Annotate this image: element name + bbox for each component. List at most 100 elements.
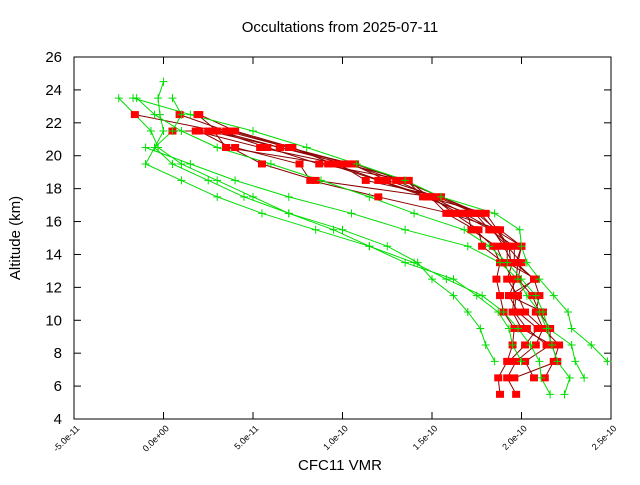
retrieval-point [329,160,338,168]
retrieval-point [275,144,284,151]
y-tick-label: 22 [45,115,62,132]
y-tick-label: 12 [45,279,62,296]
retrieval-point [449,209,458,217]
apriori-point [213,176,222,185]
apriori-point [186,159,195,168]
apriori-point [517,242,526,251]
retrieval-point [209,127,218,135]
apriori-point [603,357,612,366]
apriori-point [476,324,485,333]
retrieval-point [130,111,139,119]
apriori-point [159,127,168,136]
retrieval-point [496,226,505,234]
apriori-point [413,258,422,267]
apriori-point [587,340,596,349]
apriori-point [177,127,186,136]
apriori-point [365,192,374,201]
apriori-point [517,357,526,366]
retrieval-point [295,160,304,168]
apriori-point [302,143,311,152]
apriori-point [567,324,576,333]
apriori-point [410,209,419,218]
apriori-point [504,324,513,333]
retrieval-point [306,176,315,184]
retrieval-point [530,374,539,382]
apriori-point [213,192,222,201]
retrieval-point [555,341,564,349]
x-tick-label: 2.0e-10 [500,423,529,452]
retrieval-point [513,259,522,267]
apriori-point [186,110,195,119]
retrieval-point [481,209,490,217]
apriori-point [168,159,177,168]
retrieval-point [530,275,539,283]
x-tick-label: 1.0e-10 [321,423,350,452]
apriori-point [150,143,159,152]
apriori-point [284,209,293,218]
retrieval-point [315,160,324,168]
apriori-point [284,192,293,201]
retrieval-point [383,176,392,184]
retrieval-point [227,127,236,135]
apriori-point [549,291,558,300]
retrieval-point [496,292,505,300]
retrieval-profile-line [195,130,547,346]
apriori-point [580,373,589,382]
apriori-point [159,77,168,86]
apriori-point [571,357,580,366]
y-tick-label: 8 [54,345,62,362]
retrieval-point [467,226,476,234]
y-tick-label: 26 [45,49,62,66]
y-tick-label: 18 [45,181,62,198]
apriori-point [177,176,186,185]
retrieval-point [342,160,351,168]
apriori-point [565,373,574,382]
apriori-point [213,143,222,152]
y-axis-title: Altitude (km) [7,196,24,280]
apriori-point [266,159,275,168]
apriori-point [513,324,522,333]
apriori-point [442,275,451,284]
apriori-point [401,225,410,234]
retrieval-point [533,325,542,332]
retrieval-point [503,275,512,283]
retrieval-point [492,242,501,250]
apriori-point [401,176,410,185]
retrieval-point [334,160,343,168]
apriori-point [553,357,562,366]
retrieval-point [512,357,521,365]
apriori-point [490,357,499,366]
apriori-profile-line [136,97,585,379]
chart-title: Occultations from 2025-07-11 [242,19,439,36]
retrieval-point [492,275,501,283]
retrieval-point [512,390,521,398]
retrieval-point [504,357,513,365]
apriori-point [496,258,505,267]
x-axis-title: CFC11 VMR [298,457,382,474]
retrieval-point [324,160,333,168]
retrieval-point [256,144,265,151]
apriori-point [168,127,177,136]
retrieval-point [257,160,266,168]
retrieval-point [510,374,519,382]
retrieval-point [347,160,356,168]
apriori-point [522,258,531,267]
retrieval-point [284,144,293,151]
retrieval-point [474,226,483,234]
apriori-point [526,340,535,349]
apriori-point [546,390,555,399]
apriori-point [472,291,481,300]
apriori-point [141,143,150,152]
apriori-point [494,308,503,317]
retrieval-point [374,193,383,201]
apriori-point [485,242,494,251]
retrieval-point [521,308,530,316]
y-tick-labels: 4 6 8 10 12 14 16 18 20 22 24 26 [45,49,62,428]
retrieval-point [374,176,383,184]
apriori-point [542,324,551,333]
apriori-point [535,308,544,317]
retrieval-point [478,242,487,250]
retrieval-point [422,193,431,201]
